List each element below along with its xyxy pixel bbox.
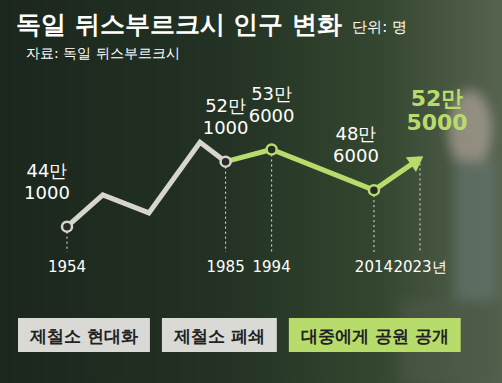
annotation-text: 대중에게 공원 공개 xyxy=(301,326,449,346)
subtitle: 단위: 명 xyxy=(352,18,407,36)
data-label: 44만1000 xyxy=(24,160,70,203)
series-lines xyxy=(67,142,420,227)
chart: 독일 뒤스부르크시 인구 변화 단위: 명자료: 독일 뒤스부르크시 1954 198… xyxy=(0,0,502,383)
annotation-text: 제철소 현대화 xyxy=(29,326,138,346)
background-shape xyxy=(455,160,495,310)
tick-label: 2023년 xyxy=(393,258,446,276)
data-label-line: 44만 xyxy=(27,160,68,181)
tick-line xyxy=(271,150,272,253)
line xyxy=(67,142,226,227)
annotation-box xyxy=(289,318,461,352)
x-ticks: 1954 1985 1994 20142023년 xyxy=(48,150,447,277)
data-label: 48만6000 xyxy=(333,123,379,166)
markers xyxy=(62,145,423,232)
annotation-text: 제철소 폐쇄 xyxy=(173,326,265,346)
annotation-box xyxy=(162,318,277,352)
data-label-line: 52만 xyxy=(205,95,246,116)
tick-label: 2014 xyxy=(355,258,393,276)
annotation-box xyxy=(18,318,150,352)
data-label-line: 1000 xyxy=(24,182,70,203)
data-labels: 44만100052만100053만600048만600052만5000 xyxy=(24,83,468,203)
data-label: 53만6000 xyxy=(249,83,295,126)
data-label-line: 52만 xyxy=(411,86,464,111)
annotation: 제철소 현대화 xyxy=(18,318,150,352)
tick-label: 1985 xyxy=(207,258,245,276)
tick-label: 1954 xyxy=(48,258,86,276)
data-label: 52만5000 xyxy=(406,86,467,135)
data-label-line: 6000 xyxy=(333,145,379,166)
marker xyxy=(369,185,379,195)
annotation: 제철소 폐쇄 xyxy=(162,318,277,352)
tick-label: 1994 xyxy=(253,258,291,276)
annotations: 제철소 현대화 제철소 폐쇄 대중에게 공원 공개 xyxy=(18,318,461,352)
line xyxy=(226,150,420,191)
tick-line xyxy=(420,158,421,252)
tick-line xyxy=(373,190,374,252)
arrowhead xyxy=(406,156,424,172)
annotation: 대중에게 공원 공개 xyxy=(289,318,461,352)
stage: 독일 뒤스부르크시 인구 변화 단위: 명자료: 독일 뒤스부르크시 1954 198… xyxy=(0,0,502,383)
data-label-line: 48만 xyxy=(336,123,377,144)
data-label-line: 53만 xyxy=(251,83,292,104)
data-label: 52만1000 xyxy=(203,95,249,138)
data-label-line: 1000 xyxy=(203,117,249,138)
marker xyxy=(62,222,72,232)
source: 자료: 독일 뒤스부르크시 xyxy=(26,45,180,61)
marker xyxy=(267,145,277,155)
marker xyxy=(221,157,231,167)
title: 독일 뒤스부르크시 인구 변화 xyxy=(16,10,342,39)
data-label-line: 5000 xyxy=(406,110,467,135)
data-label-line: 6000 xyxy=(249,105,295,126)
tick-line xyxy=(225,162,226,252)
